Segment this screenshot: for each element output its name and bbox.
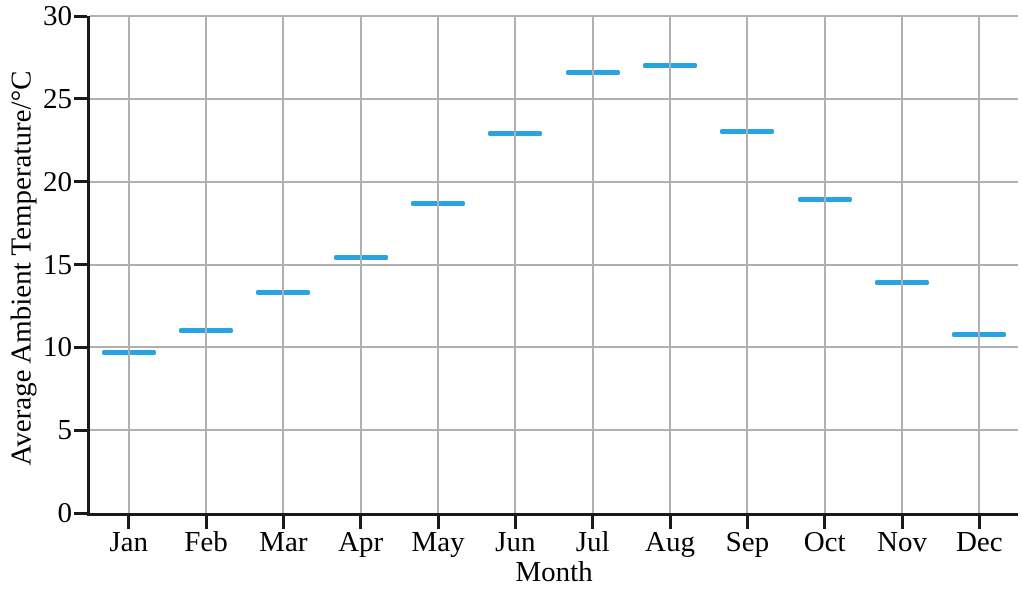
y-tick-label-10: 10 — [43, 331, 72, 364]
gridline-y-15 — [90, 263, 1018, 266]
gridline-x-mar — [282, 16, 285, 513]
gridline-x-dec — [978, 16, 981, 513]
gridline-y-5 — [90, 429, 1018, 432]
gridline-x-sep — [746, 16, 749, 513]
x-tick-label-jun: Jun — [495, 526, 536, 558]
gridline-x-jan — [127, 16, 130, 513]
x-tick-label-apr: Apr — [338, 526, 384, 558]
y-tick-15 — [74, 263, 87, 266]
gridline-x-may — [437, 16, 439, 513]
x-tick-jul — [591, 516, 595, 529]
x-tick-feb — [204, 516, 208, 529]
x-tick-may — [436, 516, 440, 529]
x-tick-label-mar: Mar — [259, 526, 308, 558]
x-axis-label: Month — [515, 556, 593, 588]
x-tick-aug — [668, 516, 672, 529]
x-tick-label-dec: Dec — [955, 526, 1003, 558]
x-tick-apr — [359, 516, 363, 529]
gridline-x-feb — [205, 16, 207, 513]
y-tick-label-25: 25 — [43, 82, 72, 115]
x-tick-label-feb: Feb — [184, 526, 228, 558]
y-tick-label-30: 30 — [43, 0, 72, 32]
plot-area — [87, 15, 1018, 516]
x-tick-label-jan: Jan — [109, 526, 148, 558]
x-tick-jun — [513, 516, 517, 529]
y-tick-5 — [74, 428, 87, 432]
y-tick-label-20: 20 — [43, 165, 72, 198]
gridline-x-apr — [359, 16, 362, 513]
gridline-x-oct — [823, 16, 826, 513]
x-tick-label-sep: Sep — [725, 526, 770, 558]
x-tick-mar — [281, 516, 285, 529]
x-tick-label-jul: Jul — [575, 526, 610, 558]
x-tick-label-aug: Aug — [645, 526, 695, 558]
y-tick-20 — [74, 180, 87, 184]
gridline-x-jun — [514, 16, 517, 513]
y-tick-label-5: 5 — [57, 414, 73, 447]
x-tick-label-may: May — [411, 526, 465, 558]
gridline-y-20 — [90, 180, 1018, 183]
y-tick-label-0: 0 — [57, 497, 73, 529]
gridline-x-jul — [591, 16, 594, 513]
gridline-y-10 — [90, 346, 1018, 349]
gridline-y-30 — [90, 15, 1018, 17]
y-tick-0 — [74, 511, 87, 515]
x-tick-nov — [900, 516, 904, 529]
y-tick-30 — [74, 14, 87, 18]
y-tick-10 — [74, 345, 87, 349]
gridline-x-aug — [669, 16, 671, 513]
x-tick-oct — [823, 516, 827, 529]
x-tick-label-oct: Oct — [803, 526, 846, 558]
x-tick-dec — [977, 516, 981, 529]
x-tick-jan — [127, 516, 131, 529]
y-tick-25 — [74, 97, 87, 101]
gridline-y-25 — [90, 97, 1018, 100]
y-tick-label-15: 15 — [43, 248, 72, 281]
gridline-x-nov — [901, 16, 903, 513]
x-tick-sep — [745, 516, 749, 529]
x-tick-label-nov: Nov — [877, 526, 927, 558]
